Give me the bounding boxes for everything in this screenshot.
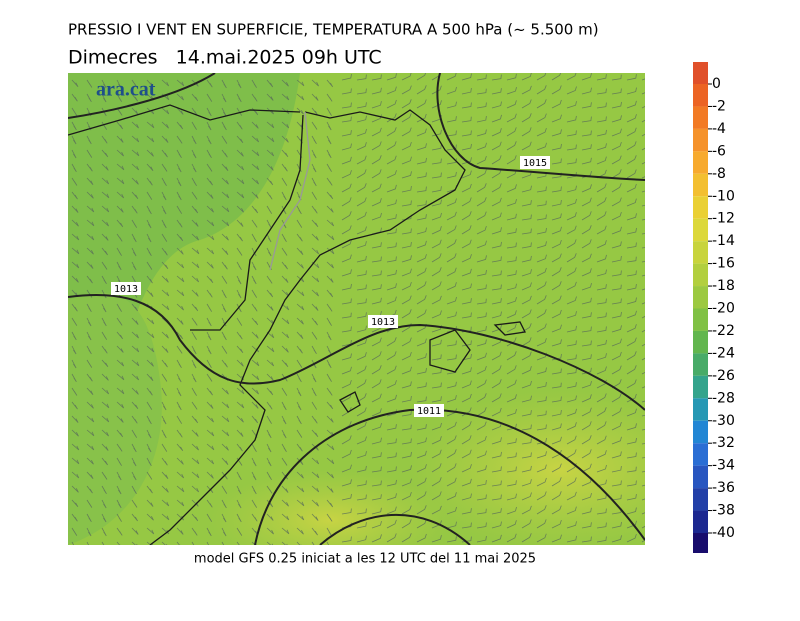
- map: 1015 1013 1013 1011 ara.cat: [68, 73, 645, 545]
- isobar: [68, 73, 645, 181]
- colorbar-segment: [693, 128, 708, 152]
- colorbar-segment: [693, 218, 708, 242]
- colorbar-label: -6: [712, 143, 726, 159]
- colorbar-label: -32: [712, 435, 735, 451]
- isobar-label: 1013: [114, 284, 138, 295]
- colorbar-segment: [693, 173, 708, 197]
- colorbar-label: -8: [712, 166, 726, 182]
- colorbar-label: -22: [712, 323, 735, 339]
- colorbar-segment: [693, 308, 708, 331]
- colorbar-label: -12: [712, 211, 735, 227]
- subtitle: Dimecres 14.mai.2025 09h UTC: [68, 47, 382, 69]
- colorbar-label: -36: [712, 480, 735, 496]
- colorbar-segment: [693, 84, 708, 107]
- colorbar-label: -28: [712, 390, 735, 406]
- colorbar-label: -16: [712, 256, 735, 272]
- isobar-label: 1011: [417, 406, 441, 417]
- colorbar-segment: [693, 62, 708, 84]
- colorbar-segment: [693, 465, 708, 489]
- logo: ara.cat: [96, 79, 156, 101]
- colorbar-label: -40: [712, 525, 735, 541]
- colorbar-segment: [693, 443, 708, 466]
- colorbar-label: -4: [712, 121, 726, 137]
- colorbar-segment: [693, 398, 708, 421]
- colorbar: 0 -2 -4 -6 -8 -10 -12 -14 -16 -18 -20 -22 -24 -26 -28 -…: [693, 62, 735, 553]
- wind-barbs: [71, 73, 645, 545]
- coastline: [68, 104, 526, 545]
- colorbar-label: -14: [712, 233, 735, 249]
- colorbar-label: -10: [712, 188, 735, 204]
- colorbar-segment: [693, 263, 708, 287]
- colorbar-label: -20: [712, 301, 735, 317]
- colorbar-segment: [693, 420, 708, 444]
- warm-area: [410, 390, 645, 545]
- colorbar-segment: [693, 286, 708, 309]
- colorbar-label: -2: [712, 98, 726, 114]
- colorbar-segment: [693, 106, 708, 129]
- colorbar-segment: [693, 510, 708, 533]
- footer: model GFS 0.25 iniciat a les 12 UTC del …: [194, 552, 536, 567]
- colorbar-label: -18: [712, 278, 735, 294]
- isobar: [68, 293, 645, 411]
- colorbar-label: -26: [712, 368, 735, 384]
- colorbar-segment: [693, 196, 708, 219]
- colorbar-segment: [693, 375, 708, 399]
- colorbar-label: -34: [712, 458, 735, 474]
- colorbar-label: -30: [712, 413, 735, 429]
- colorbar-segment: [693, 353, 708, 376]
- colorbar-label: -24: [712, 345, 735, 361]
- colorbar-segment: [693, 533, 708, 553]
- isobar-label: 1013: [371, 317, 395, 328]
- colorbar-segment: [693, 241, 708, 264]
- colorbar-segment: [693, 488, 708, 511]
- title: PRESSIO I VENT EN SUPERFICIE, TEMPERATUR…: [68, 21, 599, 39]
- wind-barb: [71, 73, 645, 545]
- colorbar-label: -38: [712, 503, 735, 519]
- cold-area: [68, 292, 162, 545]
- isobar-label: 1015: [523, 158, 547, 169]
- isobar: [254, 408, 645, 545]
- colorbar-label: 0: [712, 76, 721, 92]
- colorbar-segment: [693, 330, 708, 354]
- colorbar-segment: [693, 151, 708, 174]
- border: [269, 111, 311, 271]
